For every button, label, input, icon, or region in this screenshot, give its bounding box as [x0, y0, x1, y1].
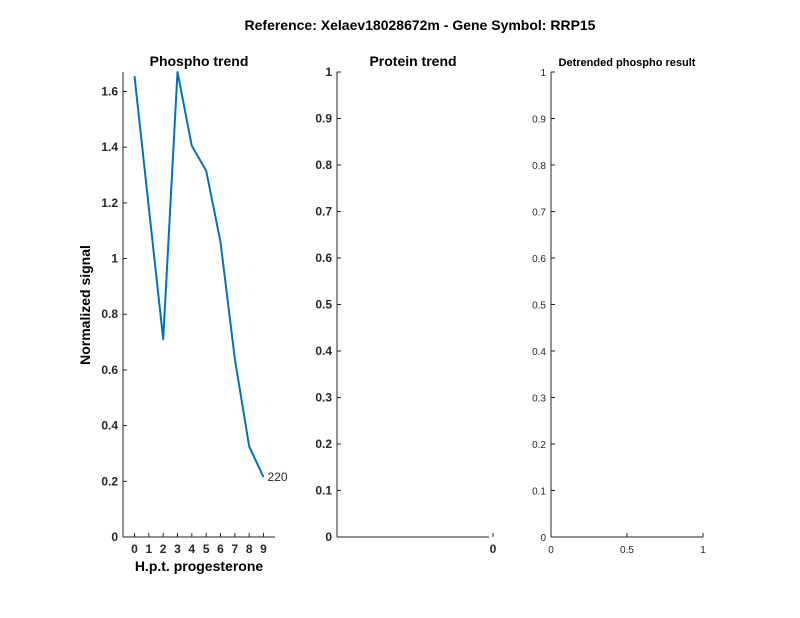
y-tick-label: 1 [540, 68, 546, 79]
y-tick-label: 1.2 [101, 196, 118, 210]
figure-title: Reference: Xelaev18028672m - Gene Symbol… [245, 17, 596, 33]
x-tick-label: 0.5 [620, 545, 634, 556]
detrended-phospho-panel: Detrended phospho result 0 0.1 0.2 0.3 0.4 0.… [532, 57, 706, 556]
x-tick-label: 9 [260, 542, 267, 556]
y-tick-label: 0 [111, 530, 118, 544]
y-tick-label: 0.8 [101, 307, 118, 321]
y-tick-label: 1 [325, 65, 332, 79]
y-tick-label: 0.9 [532, 115, 546, 126]
phospho-x-axis-label: H.p.t. progesterone [135, 558, 264, 574]
y-tick-label: 0.1 [315, 484, 332, 498]
x-tick-label: 1 [700, 545, 706, 556]
y-tick-label: 0.2 [101, 474, 118, 488]
x-tick-label: 6 [217, 542, 224, 556]
phospho-trend-title: Phospho trend [150, 53, 249, 69]
x-tick-label: 3 [174, 542, 181, 556]
y-tick-label: 0.5 [315, 298, 332, 312]
x-tick-label: 0 [131, 542, 138, 556]
x-tick-label: 5 [203, 542, 210, 556]
y-tick-label: 0.9 [315, 112, 332, 126]
y-tick-label: 0 [325, 530, 332, 544]
y-tick-label: 0.2 [315, 437, 332, 451]
y-tick-label: 1.6 [101, 84, 118, 98]
y-tick-label: 0.3 [315, 391, 332, 405]
y-tick-label: 0.6 [101, 363, 118, 377]
series-end-label: 220 [268, 470, 288, 484]
y-tick-label: 0.4 [101, 419, 118, 433]
x-tick-label: 8 [246, 542, 253, 556]
y-tick-label: 0.4 [532, 347, 546, 358]
x-tick-label: 4 [188, 542, 195, 556]
y-tick-label: 0.7 [532, 208, 546, 219]
x-tick-label: 2 [160, 542, 167, 556]
x-tick-label: 7 [232, 542, 239, 556]
y-tick-label: 0.2 [532, 440, 546, 451]
y-tick-label: 0.5 [532, 301, 546, 312]
protein-trend-panel: Protein trend 0 0.1 0.2 0.3 0.4 0.5 0.6 0.7 0.8 0… [315, 53, 496, 556]
y-tick-label: 0.3 [532, 394, 546, 405]
phospho-series-line [133, 71, 265, 478]
y-tick-label: 0.1 [532, 487, 546, 498]
x-tick-label: 1 [145, 542, 152, 556]
protein-trend-title: Protein trend [369, 53, 456, 69]
y-tick-label: 0.6 [532, 254, 546, 265]
y-tick-label: 1 [111, 252, 118, 266]
y-tick-label: 0.7 [315, 205, 332, 219]
y-tick-label: 0 [540, 533, 546, 544]
detrended-phospho-title: Detrended phospho result [559, 57, 696, 69]
y-tick-label: 0.8 [315, 158, 332, 172]
y-tick-label: 0.8 [532, 161, 546, 172]
x-tick-label: 0 [490, 542, 497, 556]
phospho-trend-panel: Phospho trend H.p.t. progesterone Normal… [77, 53, 288, 574]
y-tick-label: 0.4 [315, 344, 332, 358]
y-tick-label: 1.4 [101, 140, 118, 154]
phospho-y-axis-label: Normalized signal [77, 245, 93, 365]
x-tick-label: 0 [548, 545, 554, 556]
y-tick-label: 0.6 [315, 251, 332, 265]
